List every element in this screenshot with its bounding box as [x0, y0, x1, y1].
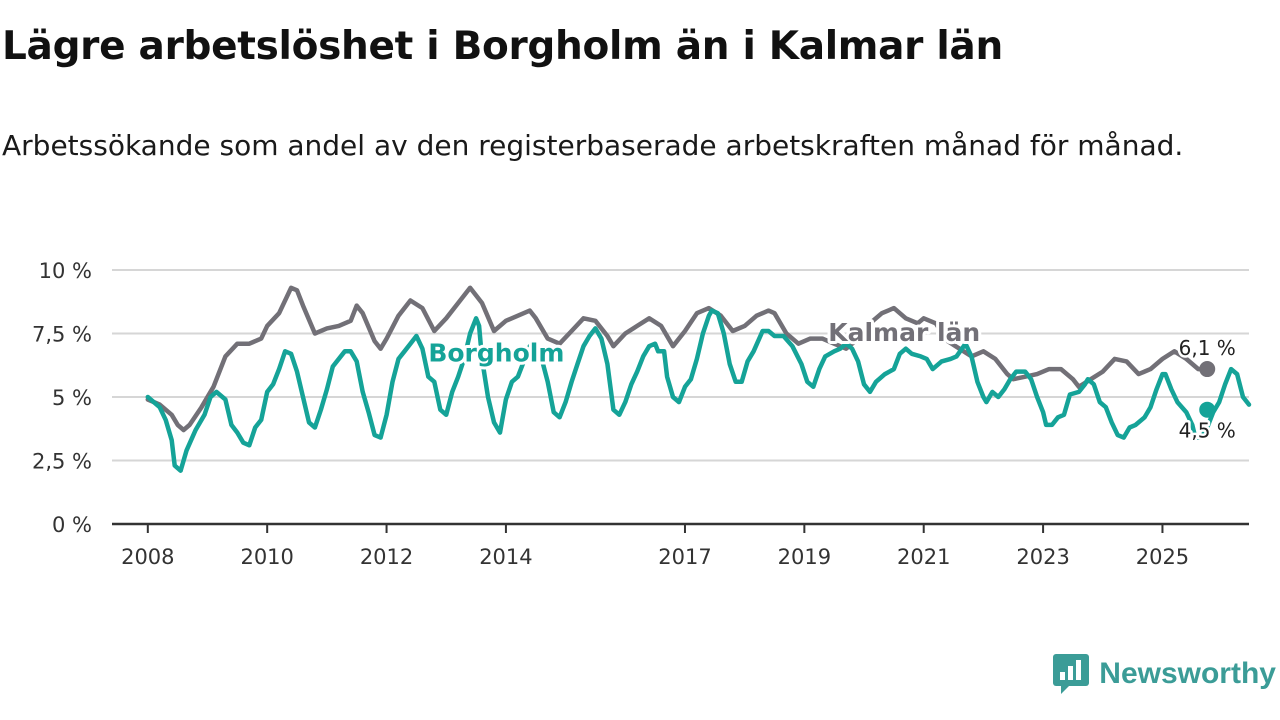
- y-tick-label: 10 %: [39, 259, 92, 283]
- chart-subtitle: Arbetssökande som andel av den registerb…: [2, 129, 1184, 162]
- end-label-borgholm: 4,5 %: [1179, 419, 1236, 443]
- y-tick-label: 2,5 %: [32, 450, 92, 474]
- end-marker-borgholm: [1199, 401, 1216, 418]
- series-label-kalmar-lan: Kalmar län: [828, 318, 980, 347]
- x-tick-label: 2010: [240, 545, 293, 569]
- x-tick-label: 2021: [897, 545, 950, 569]
- chart-title: Lägre arbetslöshet i Borgholm än i Kalma…: [2, 24, 1003, 69]
- end-marker-kalmar-lan: [1199, 361, 1216, 378]
- newsworthy-wordmark: Newsworthy: [1099, 657, 1276, 690]
- end-label-kalmar-lan: 6,1 %: [1179, 336, 1236, 360]
- series-line-borgholm: [145, 308, 1252, 473]
- series-line-kalmar-l-n: [145, 285, 1210, 433]
- label-layer: Kalmar län Borgholm 6,1 % 4,5 %: [425, 315, 1238, 445]
- x-tick-label: 2023: [1016, 545, 1069, 569]
- y-tick-label: 7,5 %: [32, 323, 92, 347]
- newsworthy-logo-icon: [1053, 654, 1090, 694]
- x-tick-label: 2012: [360, 545, 413, 569]
- y-tick-label: 5 %: [52, 386, 92, 410]
- x-tick-label: 2019: [778, 545, 831, 569]
- x-tick-label: 2025: [1136, 545, 1189, 569]
- axis-layer: 0 % 2,5 % 5 % 7,5 % 10 % 2008 2010 2012 2014 2017…: [32, 259, 1249, 569]
- series-layer: [145, 285, 1252, 473]
- x-tick-label: 2008: [121, 545, 174, 569]
- y-tick-label: 0 %: [52, 513, 92, 537]
- x-tick-label: 2014: [479, 545, 532, 569]
- series-label-borgholm: Borgholm: [428, 338, 564, 367]
- x-tick-label: 2017: [658, 545, 711, 569]
- newsworthy-logo: Newsworthy: [1053, 654, 1276, 694]
